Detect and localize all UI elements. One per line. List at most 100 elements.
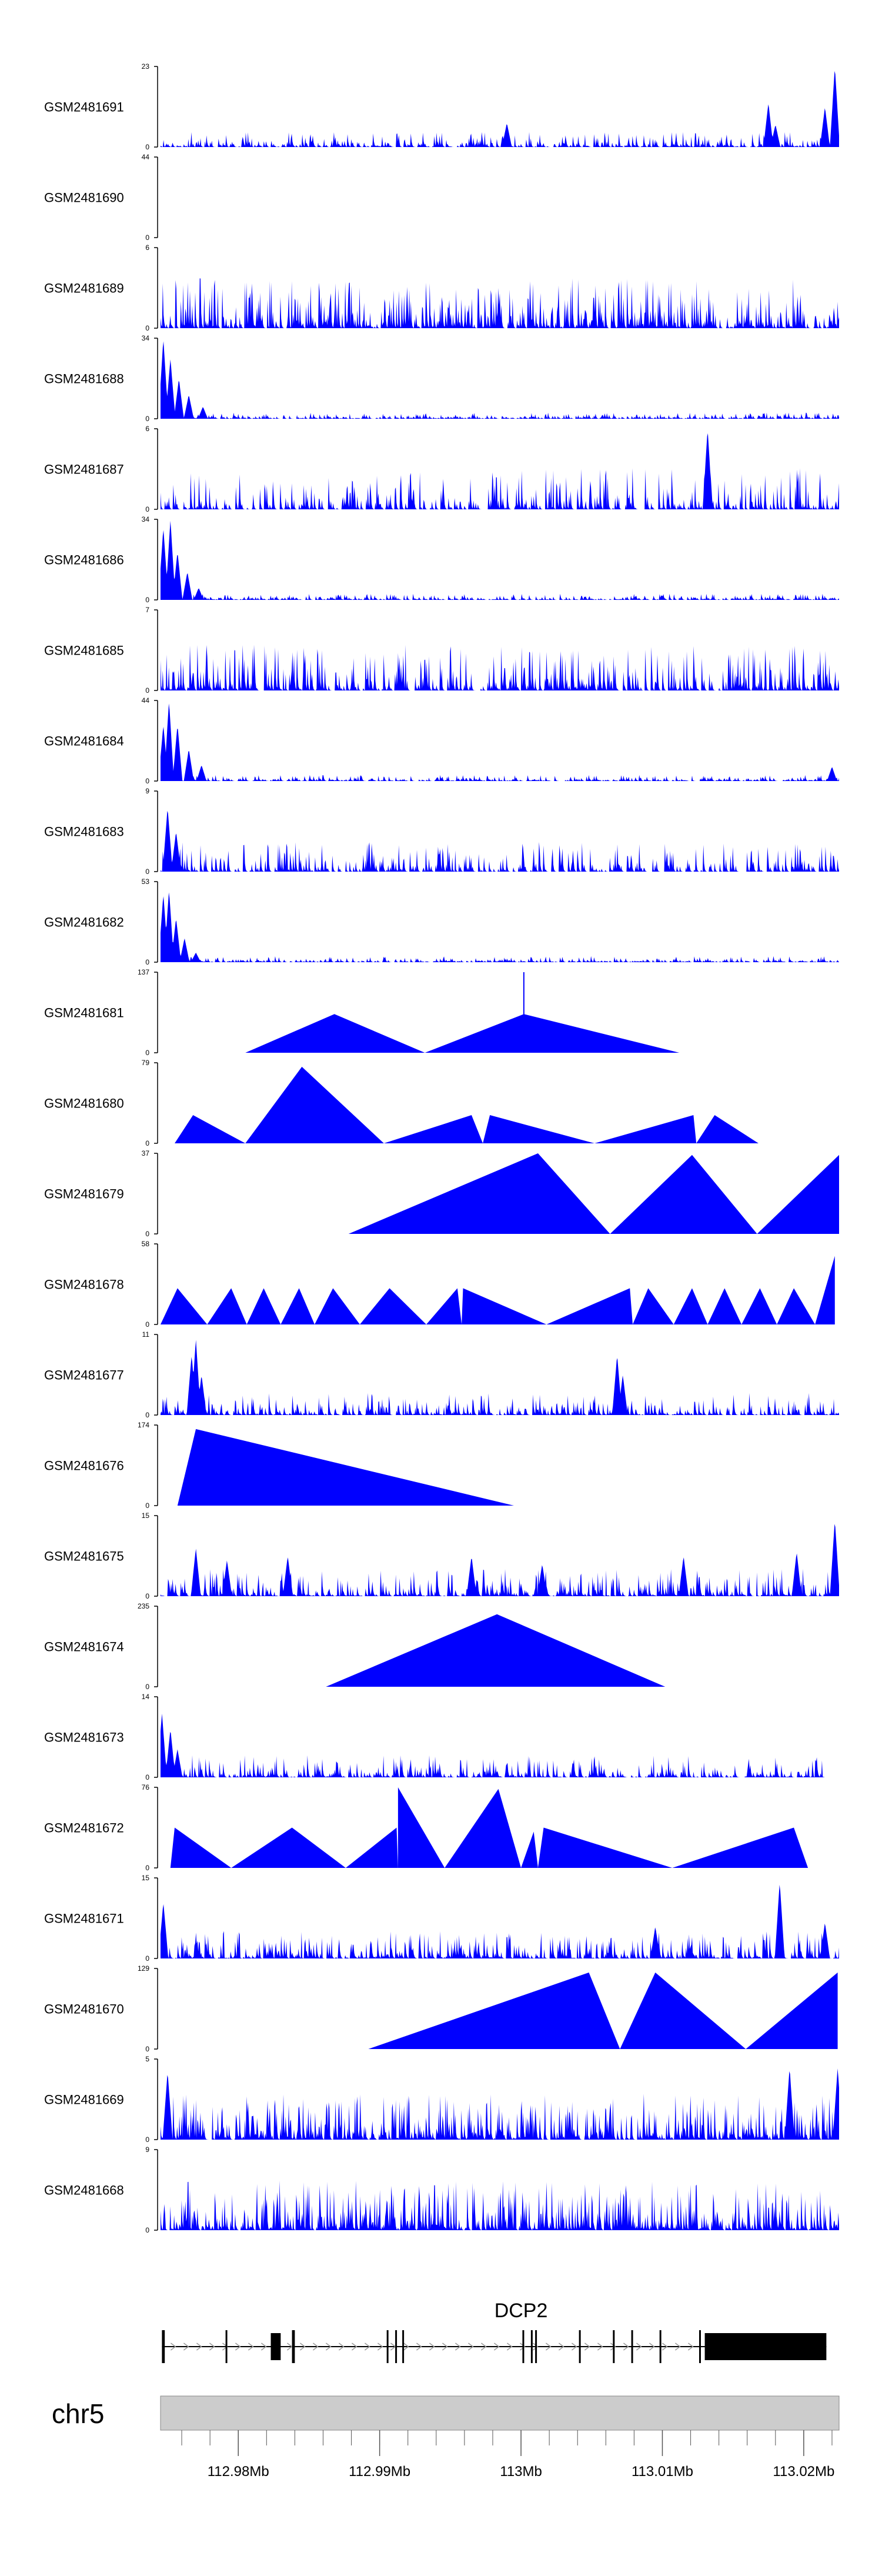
exon-16 xyxy=(704,2333,827,2360)
coverage-area xyxy=(161,1524,839,1596)
track-label: GSM2481689 xyxy=(44,281,124,296)
track-label: GSM2481690 xyxy=(44,191,124,205)
chromosome-label: chr5 xyxy=(52,2398,104,2429)
y-max-label: 6 xyxy=(145,243,149,252)
coverage-area xyxy=(161,433,839,509)
exon-8 xyxy=(522,2330,524,2363)
track-label: GSM2481668 xyxy=(44,2183,124,2198)
track-GSM2481671: GSM2481671 15 0 xyxy=(44,1874,839,1963)
strand-arrow-icon xyxy=(610,2343,616,2351)
coverage-peak-15 xyxy=(815,1256,835,1324)
coverage-peak-3 xyxy=(757,1154,839,1234)
y-min-label: 0 xyxy=(145,777,149,785)
tick-label: 113.01Mb xyxy=(632,2464,693,2480)
y-min-label: 0 xyxy=(145,1320,149,1329)
track-label: GSM2481671 xyxy=(44,1911,124,1926)
y-max-label: 9 xyxy=(145,2145,149,2154)
strand-arrow-icon xyxy=(674,2343,681,2351)
strand-arrow-icon xyxy=(235,2343,241,2351)
y-max-label: 34 xyxy=(142,334,150,342)
y-min-label: 0 xyxy=(145,2135,149,2144)
track-GSM2481680: GSM2481680 79 0 xyxy=(44,1059,759,1147)
coverage-area xyxy=(161,703,839,781)
track-label: GSM2481674 xyxy=(44,1640,124,1654)
exon-3 xyxy=(270,2333,281,2360)
track-GSM2481681: GSM2481681 137 0 xyxy=(44,968,680,1057)
track-label: GSM2481683 xyxy=(44,825,124,839)
y-max-label: 58 xyxy=(142,1240,150,1248)
coverage-peak-2 xyxy=(245,1066,384,1143)
coverage-peak-3 xyxy=(345,1827,398,1868)
y-max-label: 129 xyxy=(138,1964,149,1973)
y-max-label: 137 xyxy=(138,968,149,976)
track-label: GSM2481676 xyxy=(44,1459,124,1473)
coverage-peak-1 xyxy=(368,1972,620,2049)
coverage-peak-5 xyxy=(594,1115,697,1143)
strand-arrow-icon xyxy=(442,2343,448,2351)
y-min-label: 0 xyxy=(145,1954,149,1963)
y-max-label: 23 xyxy=(142,62,150,71)
track-label: GSM2481691 xyxy=(44,100,124,115)
y-max-label: 53 xyxy=(142,877,150,886)
coverage-peak-1 xyxy=(348,1153,610,1234)
coverage-peak-6 xyxy=(359,1288,426,1324)
exon-14 xyxy=(659,2330,662,2363)
strand-arrow-icon xyxy=(248,2343,254,2351)
coverage-peak-3 xyxy=(746,1972,838,2049)
track-GSM2481677: GSM2481677 11 0 xyxy=(44,1330,839,1419)
strand-arrow-icon xyxy=(649,2343,655,2351)
strand-arrow-icon xyxy=(196,2343,202,2351)
y-max-label: 11 xyxy=(142,1330,150,1339)
coverage-area xyxy=(161,810,839,872)
strand-arrow-icon xyxy=(584,2343,590,2351)
coverage-area xyxy=(161,1884,839,1958)
exon-12 xyxy=(613,2330,615,2363)
coverage-peak-3 xyxy=(246,1288,281,1324)
exon-9 xyxy=(530,2330,533,2363)
coverage-peak-12 xyxy=(707,1288,742,1324)
strand-arrow-icon xyxy=(338,2343,345,2351)
coverage-peak-2 xyxy=(425,1014,680,1053)
coverage-peak-2 xyxy=(207,1288,247,1324)
coverage-peak-5 xyxy=(445,1788,522,1868)
y-min-label: 0 xyxy=(145,958,149,966)
strand-arrow-icon xyxy=(377,2343,383,2351)
coverage-peak-2 xyxy=(231,1827,346,1868)
y-min-label: 0 xyxy=(145,324,149,332)
coverage-area xyxy=(161,1340,839,1415)
coverage-area xyxy=(161,2180,839,2230)
gene-name: DCP2 xyxy=(495,2300,548,2322)
exon-5 xyxy=(386,2330,389,2363)
coverage-peak-1 xyxy=(175,1115,246,1143)
y-max-label: 44 xyxy=(142,696,150,705)
track-label: GSM2481677 xyxy=(44,1368,124,1383)
coverage-peak-8 xyxy=(672,1827,808,1868)
track-label: GSM2481670 xyxy=(44,2002,124,2017)
strand-arrow-icon xyxy=(480,2343,487,2351)
y-min-label: 0 xyxy=(145,596,149,604)
track-GSM2481673: GSM2481673 14 0 xyxy=(44,1693,825,1781)
coverage-area xyxy=(161,71,839,147)
strand-arrow-icon xyxy=(636,2343,642,2351)
tick-label: 112.99Mb xyxy=(349,2464,410,2480)
strand-arrow-icon xyxy=(623,2343,629,2351)
y-min-label: 0 xyxy=(145,415,149,423)
track-label: GSM2481686 xyxy=(44,553,124,568)
track-label: GSM2481687 xyxy=(44,462,124,477)
coverage-peak-14 xyxy=(777,1288,816,1324)
coverage-peak-1 xyxy=(326,1614,666,1687)
track-GSM2481678: GSM2481678 58 0 xyxy=(44,1240,835,1329)
y-max-label: 235 xyxy=(138,1602,149,1610)
y-min-label: 0 xyxy=(145,1049,149,1057)
y-min-label: 0 xyxy=(145,1501,149,1510)
strand-arrow-icon xyxy=(455,2343,461,2351)
track-label: GSM2481673 xyxy=(44,1730,124,1745)
track-label: GSM2481684 xyxy=(44,734,124,749)
coverage-peak-10 xyxy=(632,1288,674,1324)
strand-arrow-icon xyxy=(325,2343,332,2351)
y-min-label: 0 xyxy=(145,1773,149,1781)
track-GSM2481679: GSM2481679 37 0 xyxy=(44,1149,839,1238)
y-min-label: 0 xyxy=(145,505,149,513)
strand-arrow-icon xyxy=(429,2343,435,2351)
track-GSM2481668: GSM2481668 9 0 xyxy=(44,2145,839,2234)
